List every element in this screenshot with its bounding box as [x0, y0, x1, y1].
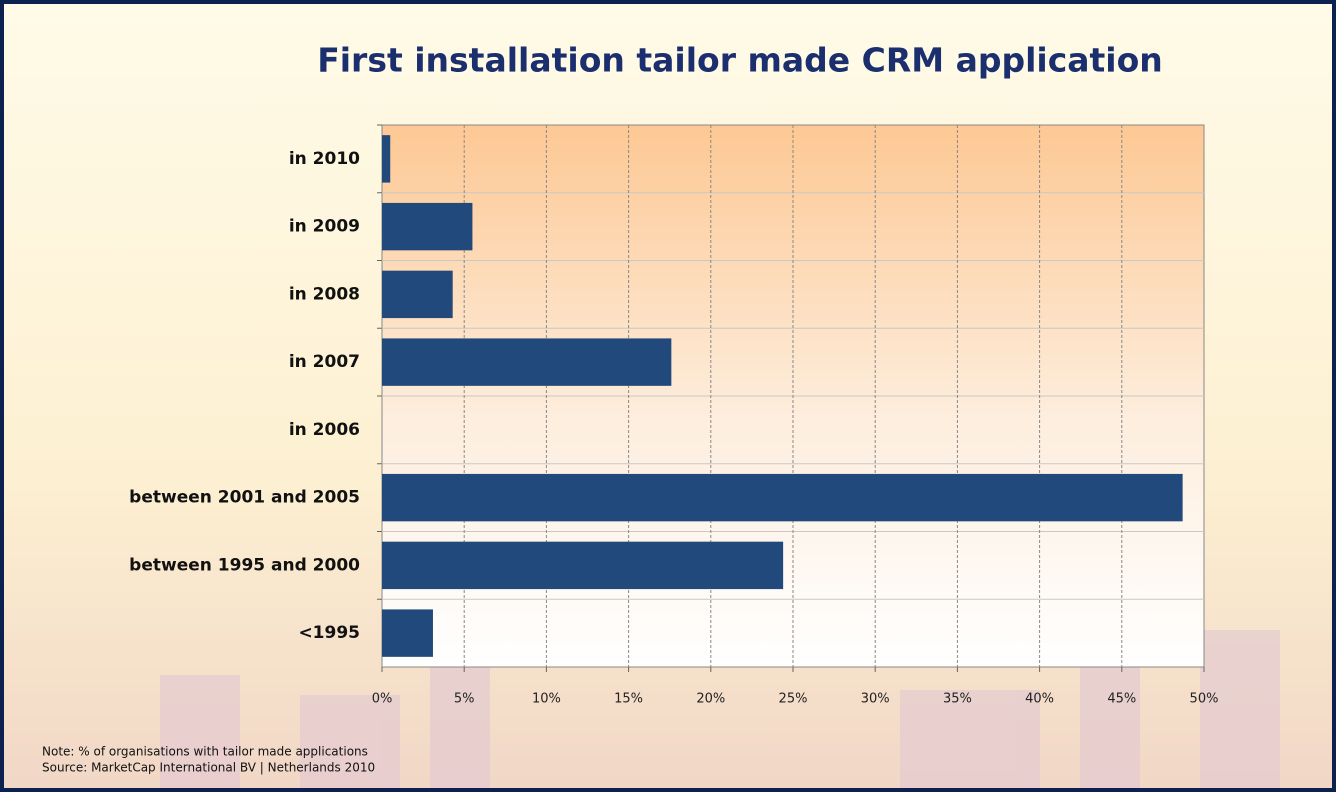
- y-tick-label: in 2007: [289, 352, 360, 372]
- y-tick-label: <1995: [298, 623, 360, 643]
- bar: [382, 270, 453, 319]
- x-tick-label: 0%: [372, 692, 393, 707]
- x-tick-label: 50%: [1190, 692, 1219, 707]
- y-tick-label: in 2008: [289, 284, 360, 304]
- x-tick-label: 15%: [614, 692, 643, 707]
- bar: [382, 541, 784, 590]
- y-tick-label: between 1995 and 2000: [129, 555, 360, 575]
- x-tick-label: 10%: [532, 692, 561, 707]
- skyline: [160, 630, 1280, 788]
- y-tick-label: in 2006: [289, 420, 360, 440]
- x-tick-label: 30%: [861, 692, 890, 707]
- bar: [382, 338, 672, 386]
- x-tick-label: 25%: [779, 692, 808, 707]
- y-tick-label: between 2001 and 2005: [129, 488, 360, 508]
- bar: [382, 473, 1183, 522]
- x-tick-label: 20%: [696, 692, 725, 707]
- y-tick-label: in 2010: [289, 149, 360, 169]
- x-tick-label: 5%: [454, 692, 475, 707]
- x-tick-label: 40%: [1025, 692, 1054, 707]
- bar: [382, 135, 391, 183]
- chart-title: First installation tailor made CRM appli…: [317, 41, 1163, 80]
- source: Source: MarketCap International BV | Net…: [42, 761, 375, 775]
- y-tick-label: in 2009: [289, 217, 360, 237]
- bar: [382, 609, 433, 657]
- x-tick-label: 35%: [943, 692, 972, 707]
- x-tick-label: 45%: [1107, 692, 1136, 707]
- note: Note: % of organisations with tailor mad…: [42, 745, 368, 759]
- bar: [382, 202, 473, 251]
